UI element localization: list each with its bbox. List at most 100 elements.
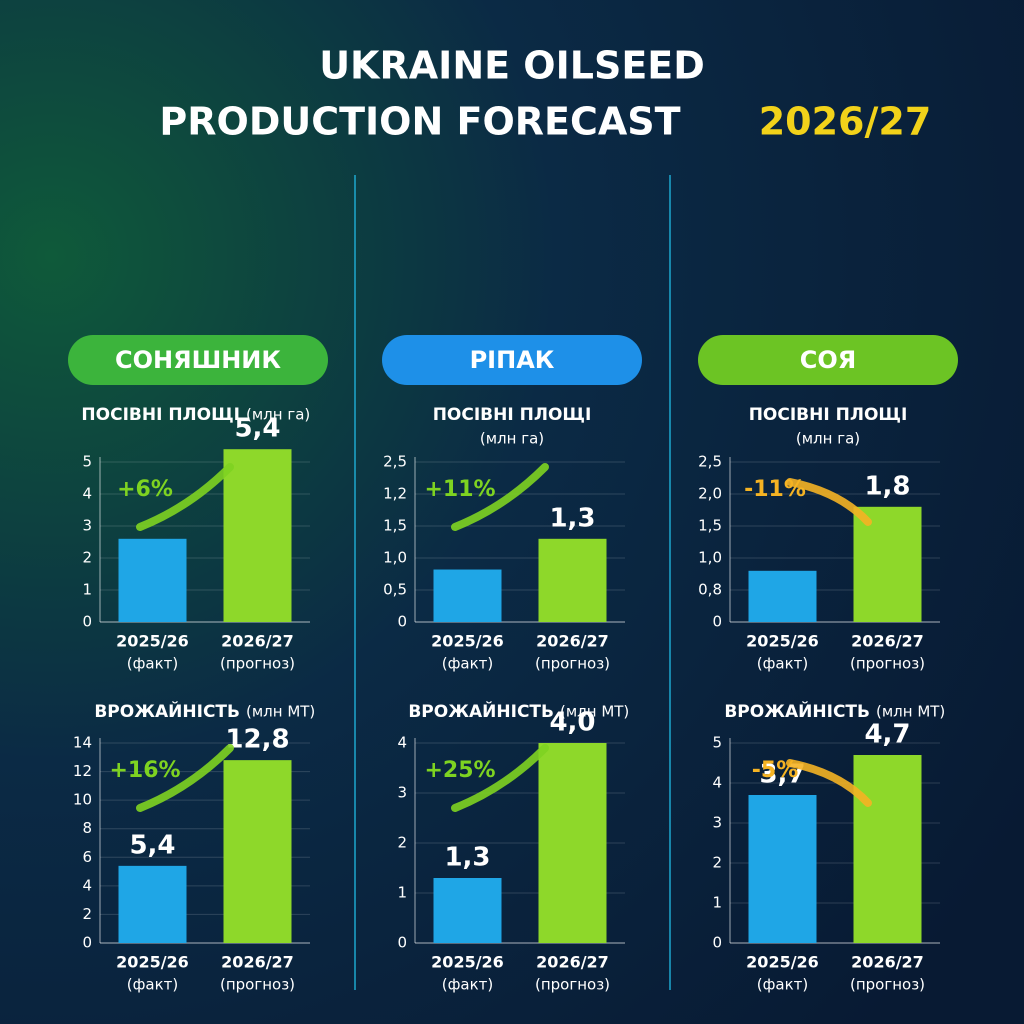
x-tick-note: (факт)	[127, 976, 179, 994]
x-tick-note: (прогноз)	[535, 655, 610, 673]
chart-title: ВРОЖАЙНІСТЬ	[724, 700, 870, 722]
y-tick-label: 4	[82, 876, 92, 894]
y-tick-label: 8	[82, 819, 92, 837]
change-arrow	[451, 463, 549, 531]
value-label: 1,3	[444, 843, 490, 873]
y-tick-label: 2,5	[383, 453, 407, 471]
change-label: +25%	[424, 758, 495, 783]
y-tick-label: 0	[82, 613, 92, 631]
bar	[433, 878, 502, 943]
value-label: 1,8	[864, 471, 910, 501]
crop-name: СОЯ	[800, 346, 857, 374]
change-arrow	[786, 759, 872, 807]
x-tick-label: 2026/27	[851, 632, 924, 651]
bar	[118, 865, 187, 943]
y-tick-label: 1	[712, 894, 722, 912]
y-tick-label: 0	[397, 934, 407, 952]
y-tick-label: 1,0	[383, 549, 407, 567]
value-label: 1,3	[549, 503, 595, 533]
value-label: 12,8	[225, 725, 289, 755]
y-tick-label: 6	[82, 848, 92, 866]
y-tick-label: 1,5	[383, 517, 407, 535]
chart-title: ВРОЖАЙНІСТЬ	[94, 700, 240, 722]
bar	[223, 760, 292, 943]
chart-title: ПОСІВНІ ПЛОЩІ	[81, 405, 240, 425]
x-tick-note: (прогноз)	[220, 655, 295, 673]
change-arrow	[786, 478, 872, 526]
y-tick-label: 3	[82, 517, 92, 535]
y-tick-label: 4	[712, 774, 722, 792]
x-tick-label: 2026/27	[221, 953, 294, 972]
crop-pill	[698, 335, 958, 385]
crop-pill	[68, 335, 328, 385]
x-tick-note: (прогноз)	[220, 976, 295, 994]
title-line: UKRAINE OILSEED	[319, 44, 705, 88]
y-tick-label: 0	[712, 934, 722, 952]
x-tick-label: 2026/27	[851, 953, 924, 972]
x-tick-label: 2025/26	[431, 953, 504, 972]
value-label: 5,4	[129, 830, 175, 860]
bar	[223, 449, 292, 622]
y-tick-label: 12	[73, 762, 92, 780]
x-tick-label: 2026/27	[536, 632, 609, 651]
title-year: 2026/27	[759, 100, 932, 144]
value-label: 4,7	[864, 720, 910, 750]
y-tick-label: 1,5	[698, 517, 722, 535]
chart-unit: (млн МТ)	[246, 703, 315, 721]
x-tick-note: (факт)	[757, 976, 809, 994]
bar	[748, 570, 817, 622]
y-tick-label: 0	[712, 613, 722, 631]
x-tick-note: (факт)	[757, 655, 809, 673]
chart-unit: (млн га)	[480, 430, 544, 448]
crop-name: РІПАК	[470, 346, 555, 374]
x-tick-label: 2025/26	[431, 632, 504, 651]
x-tick-label: 2026/27	[221, 632, 294, 651]
crop-name: СОНЯШНИК	[115, 346, 281, 374]
y-tick-label: 3	[712, 814, 722, 832]
x-tick-note: (прогноз)	[850, 655, 925, 673]
change-label: +11%	[424, 477, 495, 502]
y-tick-label: 2	[712, 854, 722, 872]
y-tick-label: 14	[73, 734, 92, 752]
y-tick-label: 4	[82, 485, 92, 503]
x-tick-note: (факт)	[442, 655, 494, 673]
y-tick-label: 2,5	[698, 453, 722, 471]
y-tick-label: 4	[397, 734, 407, 752]
change-arrow	[136, 463, 234, 531]
x-tick-note: (прогноз)	[850, 976, 925, 994]
y-tick-label: 2,0	[698, 485, 722, 503]
x-tick-label: 2025/26	[746, 632, 819, 651]
bar	[853, 506, 922, 622]
x-tick-note: (прогноз)	[535, 976, 610, 994]
y-tick-label: 2	[397, 834, 407, 852]
change-arrow	[136, 744, 234, 812]
y-tick-label: 0,5	[383, 581, 407, 599]
bar	[853, 755, 922, 943]
y-tick-label: 3	[397, 784, 407, 802]
y-tick-label: 0	[82, 934, 92, 952]
bar	[748, 795, 817, 943]
x-tick-label: 2025/26	[116, 632, 189, 651]
chart-title: ПОСІВНІ ПЛОЩІ	[433, 405, 592, 425]
x-tick-label: 2025/26	[746, 953, 819, 972]
chart-title: ПОСІВНІ ПЛОЩІ	[749, 405, 908, 425]
y-tick-label: 1	[82, 581, 92, 599]
chart-unit: (млн га)	[246, 406, 310, 424]
crop-pill	[382, 335, 642, 385]
change-arrow	[451, 744, 549, 812]
y-tick-label: 2	[82, 905, 92, 923]
bar	[538, 743, 607, 943]
title-line: PRODUCTION FORECAST	[159, 100, 680, 144]
value-label: 4,0	[549, 708, 595, 738]
chart-title: ВРОЖАЙНІСТЬ	[408, 700, 554, 722]
x-tick-label: 2026/27	[536, 953, 609, 972]
x-tick-note: (факт)	[442, 976, 494, 994]
y-tick-label: 0	[397, 613, 407, 631]
value-label: 5,4	[234, 414, 280, 444]
bar	[118, 538, 187, 622]
y-tick-label: 5	[82, 453, 92, 471]
chart-unit: (млн МТ)	[560, 703, 629, 721]
x-tick-note: (факт)	[127, 655, 179, 673]
